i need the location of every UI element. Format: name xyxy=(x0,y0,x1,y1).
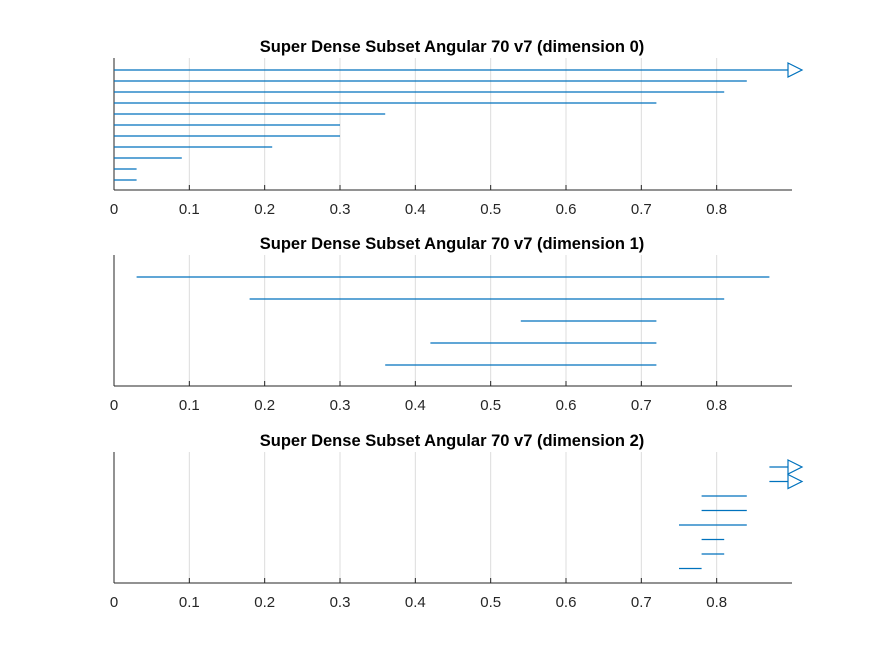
x-tick-label: 0 xyxy=(110,201,118,218)
x-tick-label: 0.7 xyxy=(631,201,652,218)
x-tick-label: 0.8 xyxy=(706,201,727,218)
chart-title: Super Dense Subset Angular 70 v7 (dimens… xyxy=(260,235,645,253)
x-tick-label: 0 xyxy=(110,594,118,611)
x-tick-label: 0.2 xyxy=(254,201,275,218)
interval-arrow xyxy=(787,459,804,475)
x-tick-label: 0.3 xyxy=(330,201,351,218)
x-tick-label: 0.6 xyxy=(556,594,577,611)
x-tick-label: 0.5 xyxy=(480,397,501,414)
x-tick-label: 0.4 xyxy=(405,397,426,414)
x-tick-label: 0.2 xyxy=(254,594,275,611)
x-tick-label: 0.5 xyxy=(480,201,501,218)
x-tick-label: 0 xyxy=(110,397,118,414)
x-tick-label: 0.6 xyxy=(556,201,577,218)
interval-arrow xyxy=(787,473,804,490)
panel-dimension-1: Super Dense Subset Angular 70 v7 (dimens… xyxy=(110,235,792,414)
chart-title: Super Dense Subset Angular 70 v7 (dimens… xyxy=(260,432,645,450)
panel-dimension-0: Super Dense Subset Angular 70 v7 (dimens… xyxy=(110,38,804,218)
x-tick-label: 0.3 xyxy=(330,397,351,414)
x-tick-label: 0.7 xyxy=(631,594,652,611)
x-tick-label: 0.6 xyxy=(556,397,577,414)
x-tick-label: 0.1 xyxy=(179,201,200,218)
x-tick-label: 0.4 xyxy=(405,201,426,218)
interval-arrow xyxy=(787,62,804,78)
x-tick-label: 0.1 xyxy=(179,594,200,611)
x-tick-label: 0.8 xyxy=(706,594,727,611)
x-tick-label: 0.4 xyxy=(405,594,426,611)
x-tick-label: 0.7 xyxy=(631,397,652,414)
panel-dimension-2: Super Dense Subset Angular 70 v7 (dimens… xyxy=(110,432,804,611)
x-tick-label: 0.2 xyxy=(254,397,275,414)
chart-title: Super Dense Subset Angular 70 v7 (dimens… xyxy=(260,38,645,56)
x-tick-label: 0.3 xyxy=(330,594,351,611)
x-tick-label: 0.5 xyxy=(480,594,501,611)
x-tick-label: 0.1 xyxy=(179,397,200,414)
x-tick-label: 0.8 xyxy=(706,397,727,414)
